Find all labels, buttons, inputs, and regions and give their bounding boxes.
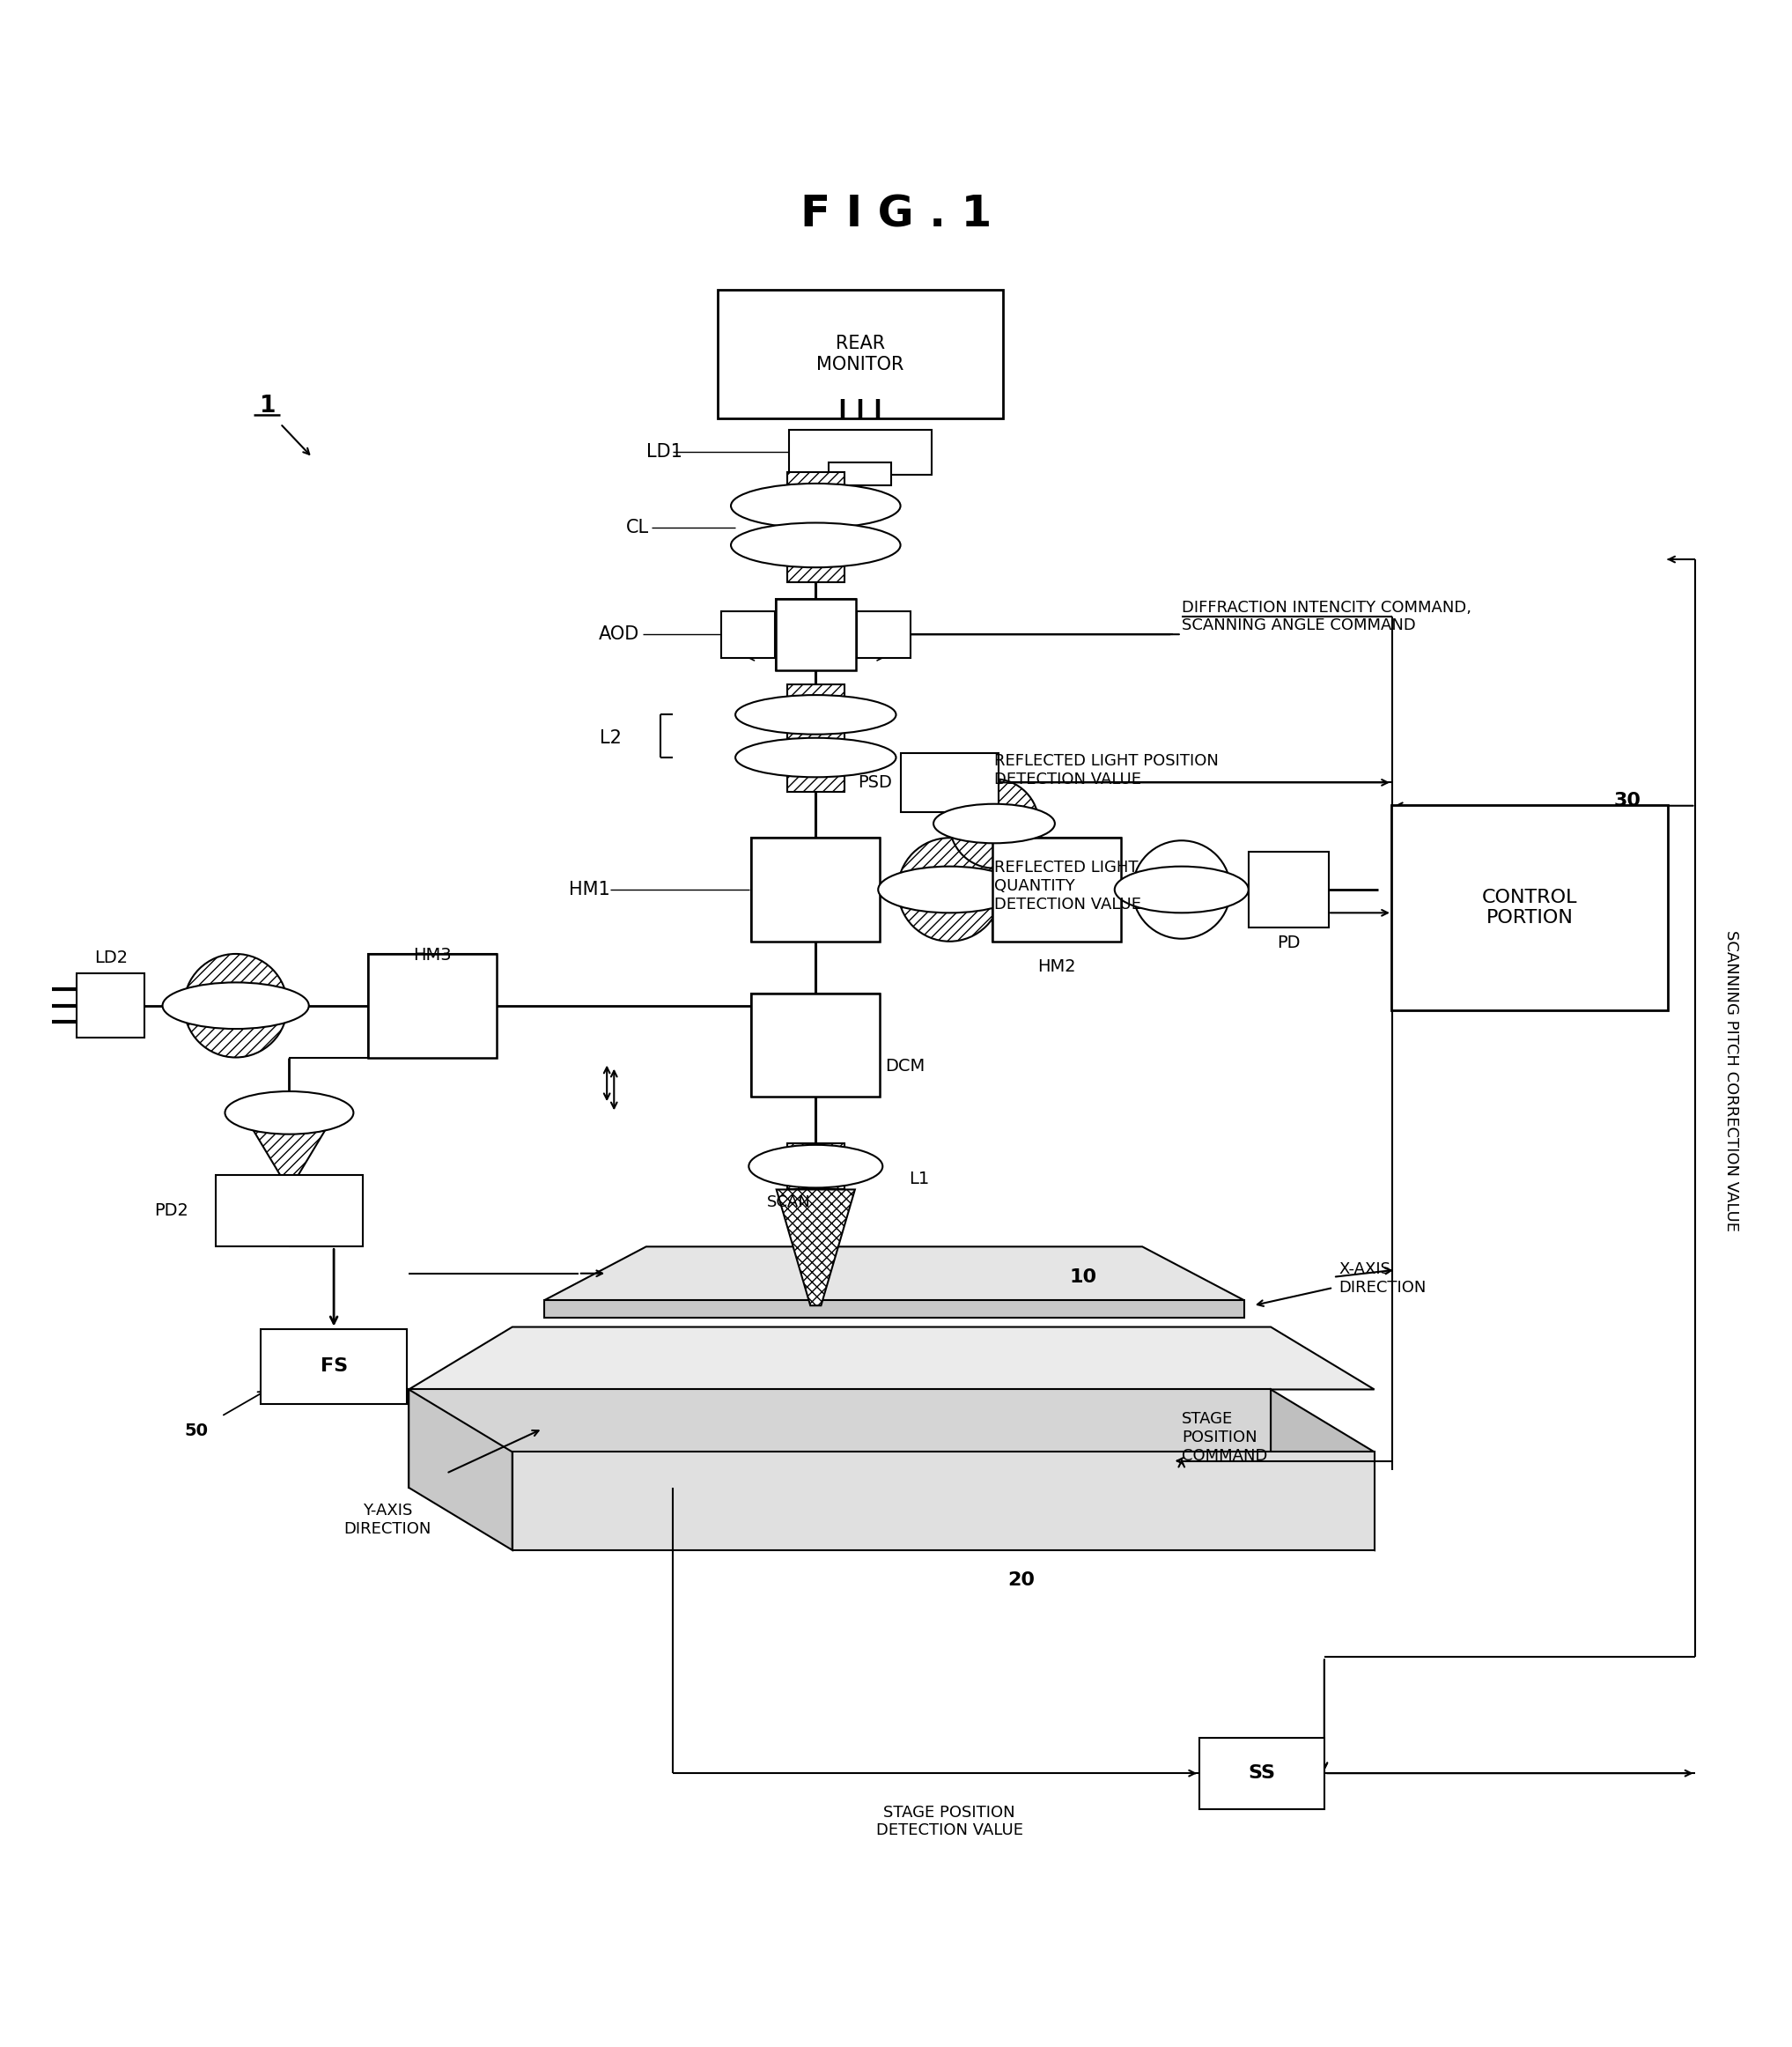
Text: REAR
MONITOR: REAR MONITOR — [817, 336, 903, 373]
Ellipse shape — [735, 696, 896, 735]
Polygon shape — [409, 1390, 1271, 1488]
Text: DIFFRACTION INTENCITY COMMAND,
SCANNING ANGLE COMMAND: DIFFRACTION INTENCITY COMMAND, SCANNING … — [1181, 600, 1471, 635]
Ellipse shape — [163, 983, 308, 1030]
Ellipse shape — [185, 954, 287, 1058]
Text: SCAN: SCAN — [767, 1193, 810, 1210]
Bar — [857, 612, 910, 657]
Text: F I G . 1: F I G . 1 — [801, 194, 991, 235]
Text: SS: SS — [1249, 1765, 1276, 1783]
Text: L2: L2 — [600, 729, 622, 747]
Text: FS: FS — [321, 1357, 348, 1376]
Polygon shape — [545, 1247, 1244, 1300]
Text: REFLECTED LIGHT
QUANTITY
DETECTION VALUE: REFLECTED LIGHT QUANTITY DETECTION VALUE — [995, 860, 1142, 913]
Ellipse shape — [898, 837, 1002, 942]
Ellipse shape — [749, 1144, 883, 1187]
Text: HM3: HM3 — [412, 948, 452, 964]
Bar — [217, 1175, 362, 1247]
Bar — [1199, 1738, 1324, 1810]
Bar — [751, 993, 880, 1097]
Bar — [776, 598, 857, 669]
Bar — [717, 291, 1004, 418]
Polygon shape — [409, 1326, 1374, 1390]
Text: REFLECTED LIGHT POSITION
DETECTION VALUE: REFLECTED LIGHT POSITION DETECTION VALUE — [995, 753, 1219, 788]
Ellipse shape — [731, 483, 900, 528]
Ellipse shape — [1133, 841, 1231, 940]
Bar — [751, 993, 880, 1097]
Text: PD: PD — [1278, 935, 1301, 952]
Text: CL: CL — [625, 518, 649, 536]
Ellipse shape — [226, 1091, 353, 1134]
Ellipse shape — [878, 866, 1021, 913]
Bar — [787, 473, 844, 583]
Bar — [720, 612, 774, 657]
Bar — [751, 837, 880, 942]
Text: X-AXIS
DIRECTION: X-AXIS DIRECTION — [1339, 1261, 1426, 1296]
Text: PD2: PD2 — [154, 1202, 188, 1220]
Bar — [367, 954, 496, 1058]
Bar — [1249, 852, 1330, 927]
Bar — [751, 837, 880, 942]
Text: 50: 50 — [185, 1423, 208, 1439]
Ellipse shape — [731, 522, 900, 567]
Text: AOD: AOD — [599, 626, 640, 643]
Ellipse shape — [1115, 866, 1249, 913]
Polygon shape — [513, 1451, 1374, 1550]
Text: 30: 30 — [1615, 792, 1641, 809]
Bar — [900, 753, 998, 813]
Text: CONTROL
PORTION: CONTROL PORTION — [1482, 888, 1577, 927]
Polygon shape — [409, 1390, 513, 1550]
Text: STAGE
POSITION
COMMAND: STAGE POSITION COMMAND — [1181, 1410, 1267, 1464]
Polygon shape — [1271, 1390, 1374, 1550]
Bar — [776, 598, 857, 669]
Text: STAGE POSITION
DETECTION VALUE: STAGE POSITION DETECTION VALUE — [876, 1803, 1023, 1838]
Text: L1: L1 — [909, 1171, 930, 1187]
Text: HM2: HM2 — [1038, 958, 1075, 974]
Bar — [260, 1329, 407, 1404]
Text: LD2: LD2 — [93, 950, 127, 966]
Ellipse shape — [735, 737, 896, 778]
Polygon shape — [776, 1189, 855, 1306]
Bar — [77, 974, 145, 1038]
Text: HM1: HM1 — [568, 880, 609, 899]
Bar — [993, 837, 1120, 942]
Bar — [993, 837, 1120, 942]
Bar — [367, 954, 496, 1058]
Ellipse shape — [934, 804, 1055, 843]
Polygon shape — [545, 1300, 1244, 1318]
Bar — [788, 430, 932, 475]
Text: PSD: PSD — [857, 774, 892, 790]
Text: SCANNING PITCH CORRECTION VALUE: SCANNING PITCH CORRECTION VALUE — [1724, 929, 1740, 1230]
Bar — [1391, 804, 1668, 1009]
Bar — [787, 1142, 844, 1189]
Text: 10: 10 — [1070, 1269, 1097, 1286]
Text: Y-AXIS
DIRECTION: Y-AXIS DIRECTION — [344, 1502, 432, 1537]
Polygon shape — [253, 1130, 324, 1175]
Bar — [787, 684, 844, 792]
Text: DCM: DCM — [885, 1058, 925, 1075]
Text: 1: 1 — [260, 395, 276, 418]
Text: 20: 20 — [1007, 1572, 1034, 1588]
Text: LD1: LD1 — [645, 444, 683, 461]
Ellipse shape — [950, 780, 1039, 868]
Bar — [830, 463, 892, 485]
